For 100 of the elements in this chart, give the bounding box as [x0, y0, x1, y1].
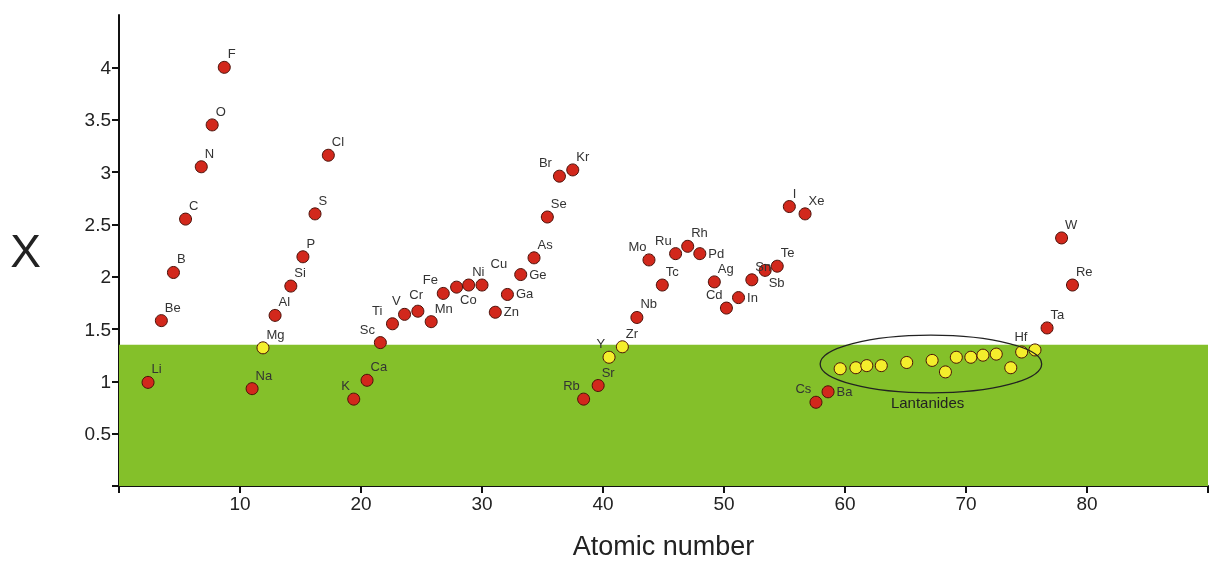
- data-label: Fe: [422, 272, 438, 288]
- point: [642, 253, 656, 267]
- data-label: O: [215, 103, 226, 119]
- point: [321, 148, 335, 162]
- data-label: Ba: [836, 383, 854, 399]
- data-label: Co: [460, 292, 477, 308]
- data-label: C: [189, 198, 199, 214]
- y-tick-label: 0.5: [84, 423, 111, 445]
- data-label: W: [1065, 216, 1079, 232]
- data-label: Sb: [768, 275, 785, 291]
- point: [707, 275, 721, 289]
- data-label: Hf: [1014, 328, 1028, 344]
- data-label: Si: [294, 265, 306, 281]
- point: [874, 359, 888, 373]
- data-label: B: [176, 251, 186, 267]
- point: [141, 375, 155, 389]
- point: [308, 207, 322, 221]
- data-label: Mo: [628, 238, 647, 254]
- point: [732, 291, 746, 305]
- data-label: Ta: [1050, 306, 1066, 322]
- data-label: Rh: [691, 225, 708, 241]
- point: [527, 251, 541, 265]
- data-label: Re: [1075, 264, 1093, 280]
- point: [693, 247, 707, 261]
- data-label: Cs: [795, 381, 812, 397]
- data-label: Nb: [640, 296, 658, 312]
- y-tick-label: 4: [100, 56, 112, 78]
- y-tick-label: 1.5: [84, 318, 111, 340]
- point: [450, 280, 464, 294]
- y-tick-label: 2.5: [84, 213, 111, 235]
- y-tick-label: 1: [100, 370, 111, 392]
- data-label: Al: [278, 294, 291, 310]
- point: [681, 239, 695, 253]
- data-label: Se: [550, 196, 567, 212]
- point: [809, 395, 823, 409]
- point: [615, 340, 629, 354]
- data-label: Sn: [755, 258, 772, 274]
- point: [782, 200, 796, 214]
- data-label: Sc: [359, 321, 376, 337]
- point: [373, 336, 387, 350]
- data-label: Ni: [472, 264, 485, 280]
- point: [347, 392, 361, 406]
- data-label: Ru: [655, 232, 672, 248]
- data-label: I: [792, 185, 797, 201]
- point: [488, 305, 502, 319]
- point: [591, 379, 605, 393]
- data-label: Zn: [503, 304, 519, 320]
- point: [900, 356, 914, 369]
- point: [385, 317, 399, 331]
- data-label: Xe: [808, 192, 825, 208]
- point: [566, 163, 580, 177]
- data-label: Li: [151, 361, 162, 377]
- data-label: Ge: [529, 266, 547, 282]
- point: [411, 304, 425, 318]
- x-tick-label: 50: [713, 493, 735, 514]
- point: [669, 247, 683, 261]
- data-label: Tc: [665, 264, 680, 280]
- data-label: S: [318, 192, 328, 208]
- data-label: K: [341, 378, 351, 394]
- data-label: Ag: [717, 260, 734, 276]
- point: [964, 350, 978, 364]
- data-label: Br: [538, 155, 553, 171]
- y-tick-label: 3.5: [84, 109, 111, 131]
- point: [268, 308, 282, 322]
- point: [925, 353, 939, 367]
- point: [949, 350, 963, 364]
- data-label: Cu: [490, 256, 508, 272]
- data-label: Mn: [434, 300, 453, 316]
- point: [154, 314, 168, 328]
- data-label: Cr: [409, 287, 424, 303]
- data-label: Ga: [515, 286, 535, 302]
- data-label: As: [537, 236, 554, 252]
- data-label: Sr: [601, 364, 616, 380]
- data-label: Rb: [563, 378, 580, 394]
- data-label: F: [227, 46, 236, 62]
- data-label: Cl: [331, 134, 345, 150]
- point: [296, 250, 310, 264]
- point: [436, 286, 450, 300]
- data-label: V: [392, 293, 402, 309]
- point: [179, 212, 193, 226]
- x-tick-label: 60: [834, 493, 856, 514]
- data-label: Na: [255, 367, 273, 383]
- data-label: Ti: [371, 302, 383, 318]
- point: [475, 278, 489, 292]
- data-label: N: [204, 145, 215, 161]
- y-tick-label: 3: [100, 161, 111, 183]
- point: [860, 359, 874, 373]
- point: [540, 210, 554, 224]
- point: [552, 169, 566, 183]
- point: [745, 273, 759, 287]
- data-label: Zr: [625, 325, 639, 341]
- point: [166, 265, 180, 279]
- point: [284, 279, 298, 293]
- point: [1004, 361, 1018, 375]
- y-tick-label: 2: [100, 266, 111, 288]
- data-label: Mg: [266, 326, 285, 342]
- point: [194, 160, 208, 174]
- point: [989, 347, 1003, 361]
- x-tick-label: 70: [955, 493, 977, 514]
- point: [256, 341, 270, 355]
